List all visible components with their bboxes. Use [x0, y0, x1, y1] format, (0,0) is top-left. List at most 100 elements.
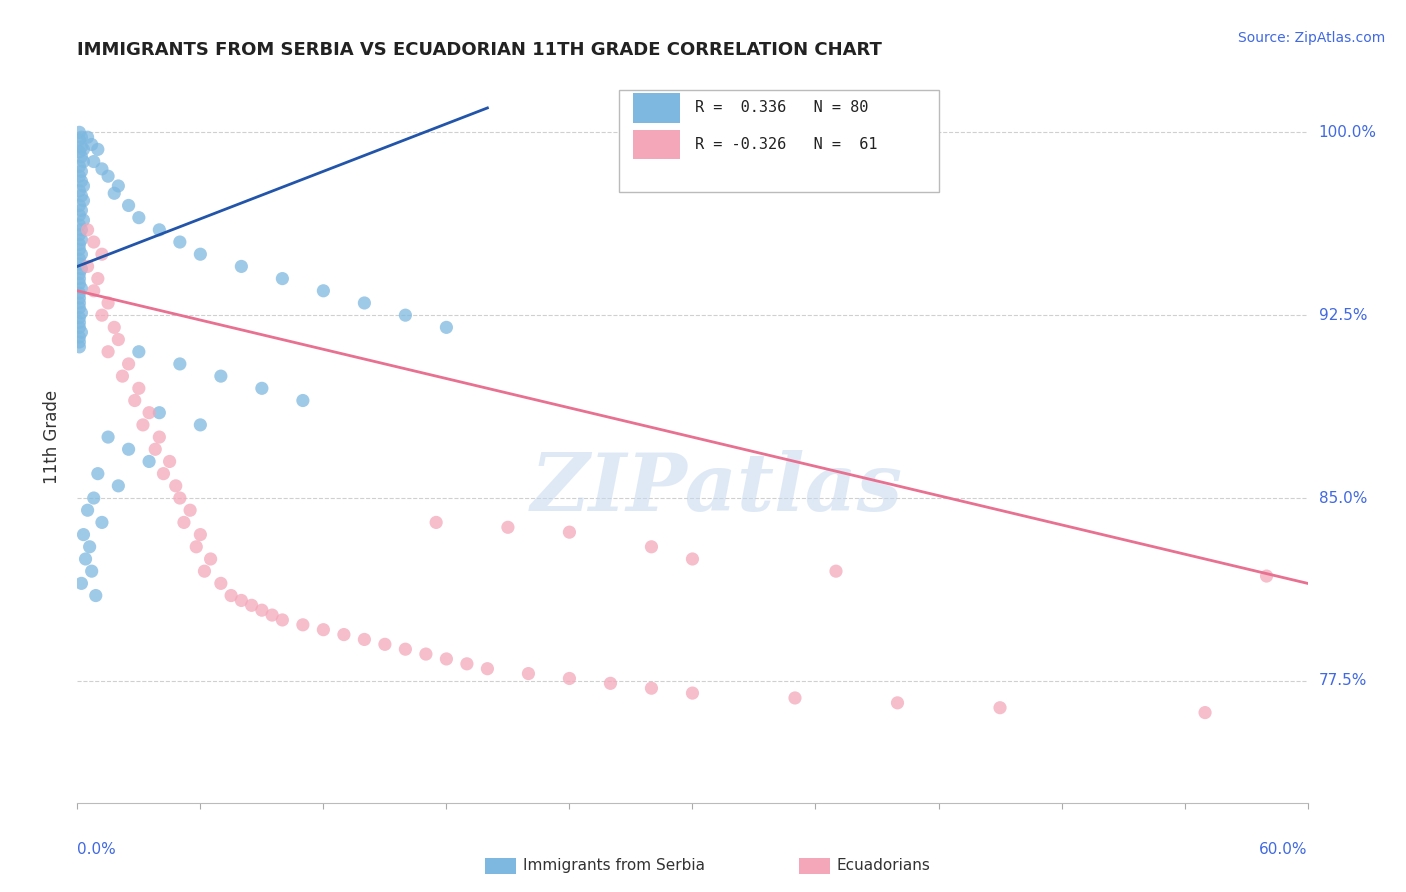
Point [67, 184, 90, 198]
Point [169, 491, 191, 505]
Point [148, 406, 170, 420]
Point [83, 284, 105, 298]
Point [67, 296, 90, 310]
Point [138, 406, 160, 420]
Point [72, 142, 94, 156]
Point [72, 213, 94, 227]
Point [70, 233, 93, 247]
Point [517, 666, 540, 681]
Point [67, 316, 90, 330]
Point [83, 235, 105, 249]
Point [67, 330, 90, 344]
Point [111, 369, 134, 384]
Point [103, 186, 125, 201]
Point [128, 381, 150, 395]
Point [90, 161, 114, 176]
Point [72, 154, 94, 169]
Text: 100.0%: 100.0% [1319, 125, 1376, 140]
Point [353, 632, 375, 647]
Point [67, 320, 90, 334]
Point [90, 308, 114, 322]
Text: Source: ZipAtlas.com: Source: ZipAtlas.com [1237, 31, 1385, 45]
Point [271, 271, 294, 285]
Point [143, 442, 166, 457]
Point [179, 503, 201, 517]
Point [72, 178, 94, 193]
Point [103, 320, 125, 334]
Point [425, 516, 447, 530]
Point [70, 325, 93, 339]
Point [67, 340, 90, 354]
Text: 77.5%: 77.5% [1319, 673, 1367, 689]
FancyBboxPatch shape [619, 90, 939, 192]
Point [640, 681, 662, 696]
Text: Ecuadorians: Ecuadorians [837, 858, 931, 872]
Point [128, 211, 150, 225]
Point [124, 393, 146, 408]
Point [186, 540, 208, 554]
Point [117, 357, 139, 371]
Point [67, 310, 90, 325]
Point [67, 277, 90, 291]
Point [117, 198, 139, 212]
Point [128, 344, 150, 359]
Point [67, 237, 90, 252]
Point [67, 218, 90, 232]
Point [87, 467, 110, 481]
Text: IMMIGRANTS FROM SERBIA VS ECUADORIAN 11TH GRADE CORRELATION CHART: IMMIGRANTS FROM SERBIA VS ECUADORIAN 11T… [77, 41, 882, 59]
Point [132, 417, 155, 432]
Point [67, 125, 90, 139]
Point [67, 301, 90, 315]
Text: Immigrants from Serbia: Immigrants from Serbia [523, 858, 704, 872]
Point [231, 260, 253, 274]
Point [209, 369, 232, 384]
Point [67, 160, 90, 174]
Point [240, 599, 263, 613]
Point [117, 442, 139, 457]
Y-axis label: 11th Grade: 11th Grade [44, 390, 62, 484]
Point [415, 647, 437, 661]
Point [312, 623, 335, 637]
Point [148, 430, 170, 444]
Point [97, 169, 120, 184]
Point [825, 564, 848, 578]
Point [599, 676, 621, 690]
Point [67, 257, 90, 271]
Point [558, 672, 581, 686]
Point [988, 700, 1011, 714]
Point [67, 198, 90, 212]
Point [312, 284, 335, 298]
Point [394, 308, 416, 322]
Point [90, 516, 114, 530]
Point [496, 520, 519, 534]
Point [188, 527, 212, 541]
Point [169, 357, 191, 371]
Point [97, 296, 120, 310]
Text: R = -0.326   N =  61: R = -0.326 N = 61 [695, 137, 877, 152]
Point [291, 393, 314, 408]
Point [231, 593, 253, 607]
Point [70, 261, 93, 276]
Point [200, 552, 222, 566]
Point [76, 503, 98, 517]
Point [436, 652, 458, 666]
Text: R =  0.336   N = 80: R = 0.336 N = 80 [695, 101, 869, 115]
Point [188, 417, 212, 432]
Point [80, 137, 103, 152]
Point [271, 613, 294, 627]
Point [67, 252, 90, 266]
Point [67, 169, 90, 184]
Point [219, 589, 242, 603]
Point [80, 564, 103, 578]
Point [83, 154, 105, 169]
Point [209, 576, 232, 591]
Point [70, 203, 93, 218]
Point [250, 603, 273, 617]
Point [70, 576, 93, 591]
Point [67, 145, 90, 159]
Point [682, 686, 704, 700]
Point [72, 194, 94, 208]
Point [67, 133, 90, 147]
Point [107, 479, 129, 493]
Bar [634, 130, 681, 159]
